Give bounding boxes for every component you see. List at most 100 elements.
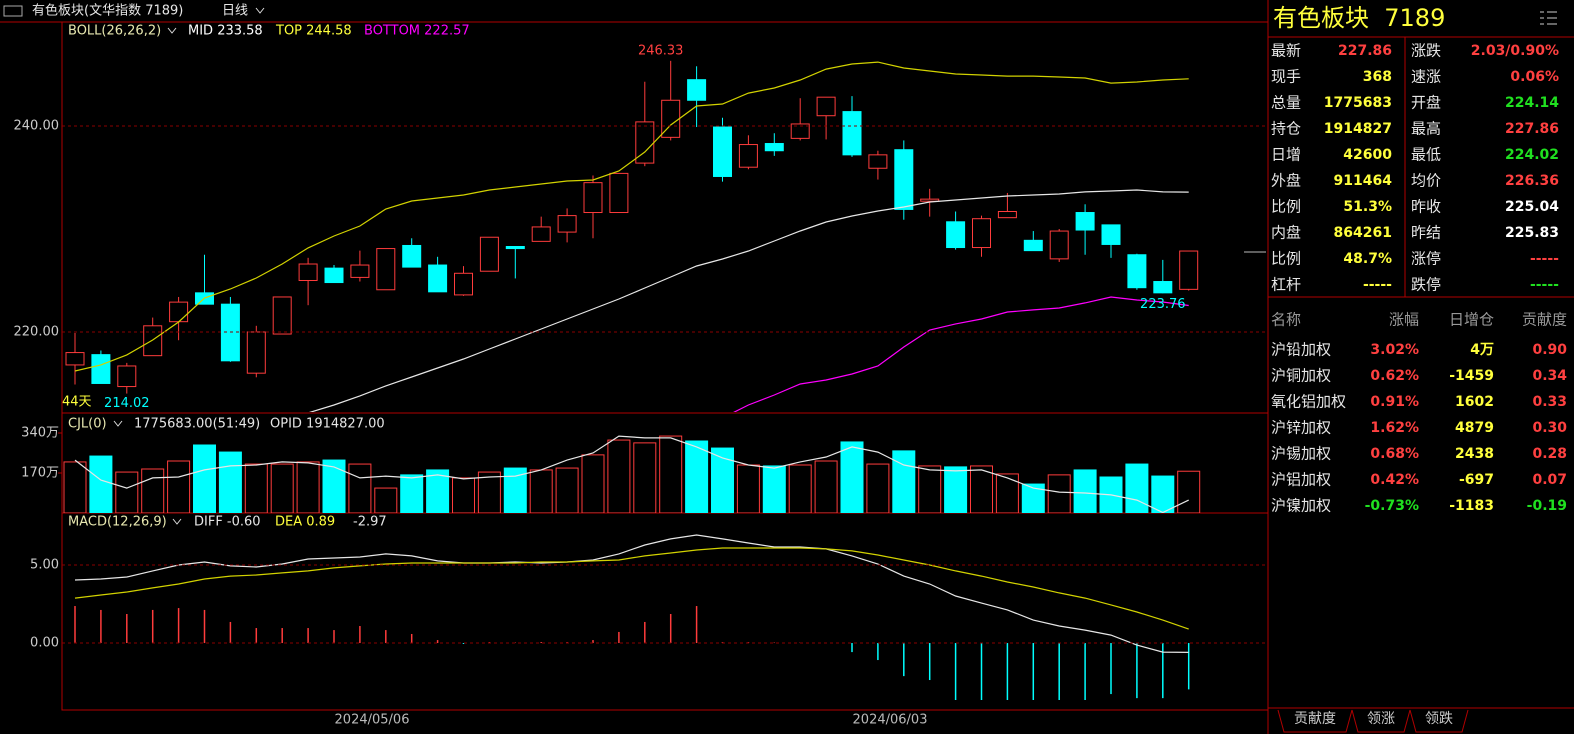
volume-bar [115, 471, 139, 513]
candle-body [376, 248, 396, 291]
cell-value: 2438 [1455, 446, 1494, 462]
cell-value: -0.73% [1365, 498, 1419, 514]
quote-label: 速涨 [1411, 68, 1441, 86]
volume-bar [529, 469, 553, 513]
quote-label: 开盘 [1411, 94, 1441, 112]
volume-bar [89, 455, 113, 513]
quote-value: 226.36 [1505, 173, 1559, 189]
quote-value: 0.06% [1510, 69, 1559, 85]
candle-body [324, 267, 344, 284]
candle-body [350, 264, 370, 278]
volume-bar [1151, 475, 1175, 513]
cell-value: 1.62% [1370, 420, 1419, 436]
column-header: 涨幅 [1389, 311, 1419, 329]
candle-body [117, 365, 137, 388]
volume-bar [581, 454, 605, 513]
day-count: 44天 [62, 395, 92, 410]
cell-value: -0.19 [1527, 498, 1567, 514]
quote-label: 昨收 [1411, 198, 1441, 216]
cell-value: 0.62% [1370, 368, 1419, 384]
menu-icon[interactable] [1540, 11, 1557, 25]
tab[interactable] [1277, 709, 1353, 733]
volume-bar [1073, 469, 1097, 513]
dropdown[interactable] [113, 420, 123, 427]
volume-bar [944, 466, 968, 513]
volume-bar [659, 435, 683, 513]
indicator[interactable]: CJL(0) [68, 417, 107, 432]
indicator-value: 1775683.00(51:49) [134, 417, 260, 432]
candle-body [946, 221, 966, 249]
candle-body [298, 263, 318, 281]
quote-value: 227.86 [1505, 121, 1559, 137]
cell-value: 0.33 [1532, 394, 1567, 410]
candle-body [454, 272, 473, 296]
volume-bar [762, 465, 786, 513]
volume-bar [685, 440, 709, 513]
candle-body [583, 182, 603, 214]
volume-bar [426, 469, 450, 513]
plots: 220.00 240.00 246.33 214.02 223.76 44天 170万 340… [14, 43, 1268, 701]
quote-value: 225.83 [1505, 225, 1559, 241]
quote-label: 现手 [1271, 68, 1301, 86]
cell-value: 0.91% [1370, 394, 1419, 410]
volume-bar [167, 460, 191, 513]
cell-value: 0.07 [1532, 472, 1567, 488]
candle-body [1101, 224, 1121, 245]
date-label: 2024/06/03 [853, 713, 928, 728]
tab-label[interactable]: 领跌 [1425, 711, 1453, 727]
candle-body [1153, 281, 1173, 294]
quote-value: 224.02 [1505, 147, 1559, 163]
y-tick-label: 0.00 [30, 636, 59, 651]
indicator-value: DEA 0.89 [275, 515, 335, 530]
indicator-header: BOLL(26,26,2) MID 233.58 TOP 244.58 BOTT… [68, 24, 470, 530]
quote-label: 昨结 [1411, 224, 1441, 242]
tab-label[interactable]: 贡献度 [1294, 711, 1336, 727]
quote-value: ----- [1530, 277, 1559, 293]
quote-label: 最低 [1411, 146, 1441, 164]
candle-body [868, 154, 888, 169]
period[interactable]: 日线 [222, 4, 248, 19]
candle-body [738, 144, 758, 168]
indicator-line [74, 435, 1189, 513]
candle-body [1023, 239, 1043, 252]
quote-label: 持仓 [1271, 120, 1301, 138]
dropdown[interactable] [167, 27, 177, 34]
menu-icon[interactable] [3, 5, 23, 17]
dropdown[interactable] [255, 7, 265, 14]
volume-bar [555, 467, 579, 513]
y-tick-label: 240.00 [14, 119, 60, 134]
column-header: 贡献度 [1522, 311, 1567, 329]
indicator[interactable]: BOLL(26,26,2) [68, 24, 161, 39]
candle-body [246, 331, 266, 374]
menu-lines[interactable] [1540, 11, 1557, 25]
candle-body [91, 354, 111, 384]
quote-label: 日增 [1271, 146, 1301, 164]
volume-bar [400, 474, 424, 513]
window-title: 有色板块(文华指数 7189) [32, 3, 183, 19]
candle-body [1127, 254, 1147, 289]
cell-value: 1602 [1455, 394, 1494, 410]
indicator[interactable]: MACD(12,26,9) [68, 515, 167, 530]
candle-body [1049, 230, 1069, 260]
quote-panel: 有色板块 7189 最新 227.86 现手 368 总量 1775683 持仓 191482… [1267, 0, 1574, 734]
volume-bar [141, 468, 165, 513]
volume-bar [63, 461, 87, 513]
volume-bar [1021, 483, 1045, 513]
tab-label[interactable]: 领涨 [1367, 711, 1395, 727]
volume-bar [244, 463, 268, 513]
quote-label: 均价 [1411, 172, 1441, 190]
quote-label: 比例 [1271, 198, 1301, 216]
candle-body [272, 296, 292, 335]
dropdown[interactable] [172, 518, 182, 525]
tab[interactable] [1351, 709, 1411, 733]
column-header: 名称 [1271, 311, 1301, 329]
quote-title: 有色板块 7189 [1273, 4, 1445, 32]
cell-name: 沪锡加权 [1271, 445, 1331, 463]
volume-bar [322, 459, 346, 513]
volume-bar [814, 460, 838, 513]
tab[interactable] [1409, 709, 1469, 733]
volume-bar [218, 451, 242, 513]
candle-body [816, 96, 836, 117]
cell-value: 4879 [1455, 420, 1494, 436]
